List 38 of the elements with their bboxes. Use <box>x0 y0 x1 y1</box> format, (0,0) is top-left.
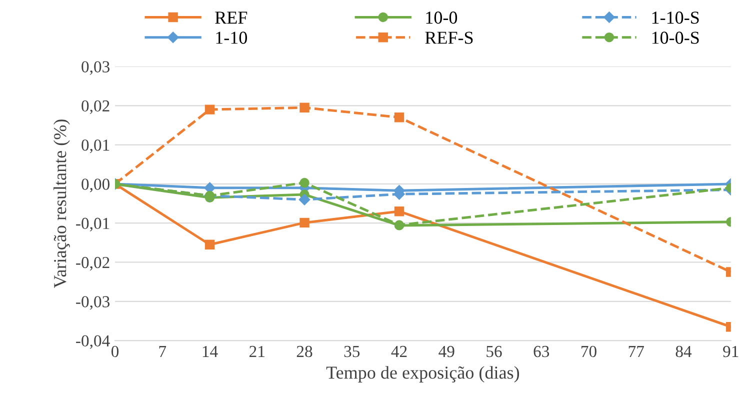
legend-label: 1-10-S <box>652 12 699 24</box>
point <box>204 240 215 250</box>
y-tick-label: 0,02 <box>82 100 110 114</box>
point <box>394 112 404 122</box>
x-tick-label: 7 <box>159 346 166 357</box>
y-tick-label: -0,01 <box>76 218 110 232</box>
x-tick-label: 70 <box>582 346 596 358</box>
x-tick-label: 28 <box>296 346 312 358</box>
x-tick-label: 84 <box>676 346 692 358</box>
y-tick-label: 0,03 <box>82 61 110 75</box>
point <box>300 178 310 188</box>
legend-label: 10-0 <box>426 12 458 24</box>
legend-label: REF <box>215 12 248 24</box>
point <box>300 218 310 228</box>
point <box>300 102 310 112</box>
x-tick-label: 14 <box>202 346 218 357</box>
x-tick-label: 49 <box>438 346 454 358</box>
point <box>298 194 310 206</box>
x-tick-label: 77 <box>628 346 644 357</box>
y-tick-label: -0,03 <box>76 296 110 310</box>
y-tick-label: 0,00 <box>82 178 110 192</box>
legend-label: REF-S <box>425 32 473 44</box>
point <box>394 206 404 216</box>
x-tick-label: 0 <box>111 346 119 358</box>
x-axis-title: Tempo de exposição (dias) <box>326 366 520 382</box>
x-tick-label: 35 <box>344 346 360 358</box>
y-tick-label: -0,02 <box>76 256 110 271</box>
x-tick-label: 21 <box>250 346 264 357</box>
y-tick-label: -0,04 <box>76 335 110 349</box>
y-axis-title: Variação resultante (%) <box>54 120 70 288</box>
y-tick-label: 0,01 <box>82 139 110 154</box>
point <box>204 104 215 114</box>
x-tick-label: 91 <box>723 346 738 358</box>
legend-label: 10-0-S <box>652 32 699 44</box>
x-tick-label: 63 <box>534 346 550 358</box>
x-tick-label: 56 <box>486 346 502 358</box>
legend-label: 1-10 <box>216 32 247 44</box>
x-tick-label: 42 <box>391 346 407 357</box>
